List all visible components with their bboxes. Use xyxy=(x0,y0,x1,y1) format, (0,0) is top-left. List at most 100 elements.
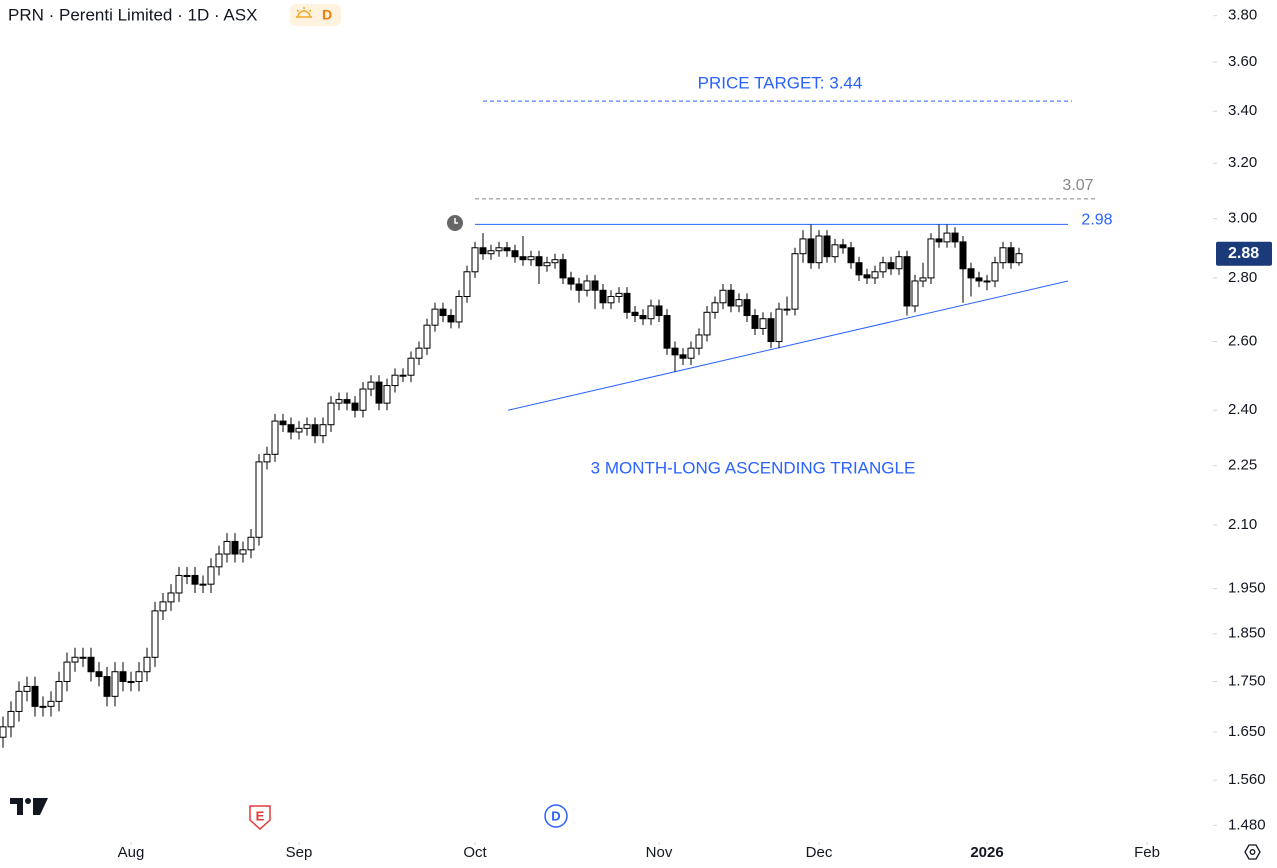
candle-body xyxy=(959,241,967,270)
x-tick-label: Nov xyxy=(646,844,673,861)
candle-body xyxy=(807,238,815,264)
event-label: E xyxy=(256,808,265,823)
candle-body xyxy=(767,318,775,343)
candle-body xyxy=(847,247,855,264)
candle-body xyxy=(383,385,391,404)
candle-body xyxy=(319,424,327,437)
candle-body xyxy=(439,308,447,317)
y-tick-label: 1.650 xyxy=(1228,723,1266,740)
candle-body xyxy=(543,262,551,267)
candle-body xyxy=(399,374,407,377)
candle-body xyxy=(359,388,367,411)
x-tick-label: Oct xyxy=(463,844,487,861)
candle-body xyxy=(287,424,295,433)
candle-body xyxy=(671,347,679,356)
y-tick-label: 3.80 xyxy=(1228,7,1257,24)
chart-title: PRN · Perenti Limited · 1D · ASX xyxy=(8,5,257,24)
candle-body xyxy=(559,259,567,279)
x-tick-label: Feb xyxy=(1134,844,1160,861)
candle-body xyxy=(679,354,687,359)
candle-body xyxy=(183,574,191,577)
candle-body xyxy=(263,453,271,463)
trendline xyxy=(507,280,1069,411)
candle-body xyxy=(703,311,711,336)
candle-body xyxy=(247,536,255,551)
candle-body xyxy=(471,247,479,273)
y-tick-label: 2.80 xyxy=(1228,269,1257,286)
candle-body xyxy=(79,656,87,659)
candle-body xyxy=(791,253,799,310)
candle-body xyxy=(591,280,599,291)
x-tick-label: 2026 xyxy=(970,844,1003,861)
y-tick-label: 3.00 xyxy=(1228,210,1257,227)
candle-body xyxy=(151,610,159,658)
candle-body xyxy=(87,656,95,673)
candle-body xyxy=(1007,247,1015,264)
y-tick-label: 1.850 xyxy=(1228,625,1266,642)
candle-body xyxy=(1015,253,1023,264)
candle-body xyxy=(351,402,359,411)
candle-body xyxy=(527,256,535,261)
candle-body xyxy=(711,302,719,313)
candle-body xyxy=(455,295,463,323)
alarm-icon xyxy=(447,215,463,231)
candle-body xyxy=(111,671,119,697)
y-tick-label: 2.10 xyxy=(1228,516,1257,533)
candle-body xyxy=(575,283,583,291)
y-tick-label: 3.60 xyxy=(1228,53,1257,70)
candle-body xyxy=(911,280,919,307)
candle-body xyxy=(887,262,895,270)
badge: D xyxy=(322,7,332,23)
last-price-box xyxy=(1216,241,1272,266)
candle-body xyxy=(743,299,751,317)
event-marker xyxy=(249,805,271,831)
candle-body xyxy=(295,427,303,433)
candle-body xyxy=(511,250,519,258)
candle-body xyxy=(7,710,15,728)
candle-body xyxy=(935,238,943,243)
candle-body xyxy=(279,420,287,426)
candle-body xyxy=(631,311,639,317)
y-tick-label: 1.560 xyxy=(1228,771,1266,788)
candle-body xyxy=(655,305,663,317)
candle-body xyxy=(343,399,351,404)
candle-body xyxy=(895,256,903,270)
event-label: D xyxy=(551,808,560,823)
candle-body xyxy=(855,262,863,276)
candle-body xyxy=(103,676,111,697)
candle-body xyxy=(783,308,791,311)
candle-body xyxy=(495,247,503,252)
candle-body xyxy=(951,232,959,243)
candle-body xyxy=(623,292,631,313)
y-tick-label: 3.40 xyxy=(1228,102,1257,119)
candle-body xyxy=(31,685,39,707)
candle-body xyxy=(615,292,623,297)
candle-body xyxy=(415,347,423,359)
candle-body xyxy=(0,726,7,738)
sun-icon xyxy=(296,7,312,18)
candle-body xyxy=(375,381,383,404)
y-tick-label: 1.950 xyxy=(1228,580,1266,597)
candle-body xyxy=(95,671,103,678)
event-marker xyxy=(544,804,568,828)
candle-body xyxy=(759,318,767,329)
candle-body xyxy=(983,280,991,283)
candle-body xyxy=(447,315,455,323)
candle-body xyxy=(231,540,239,555)
candle-body xyxy=(871,271,879,279)
tradingview-logo xyxy=(10,798,48,815)
candle-body xyxy=(215,553,223,568)
candle-body xyxy=(719,289,727,304)
candle-body xyxy=(903,256,911,307)
candle-body xyxy=(327,402,335,426)
candle-body xyxy=(799,238,807,255)
pattern-label: 3 MONTH-LONG ASCENDING TRIANGLE xyxy=(591,458,916,477)
candle-body xyxy=(967,268,975,279)
candle-body xyxy=(567,277,575,285)
candle-body xyxy=(335,399,343,404)
candle-body xyxy=(311,424,319,437)
candle-body xyxy=(119,671,127,682)
candle-body xyxy=(423,324,431,349)
candle-body xyxy=(727,289,735,307)
candle-body xyxy=(71,656,79,663)
